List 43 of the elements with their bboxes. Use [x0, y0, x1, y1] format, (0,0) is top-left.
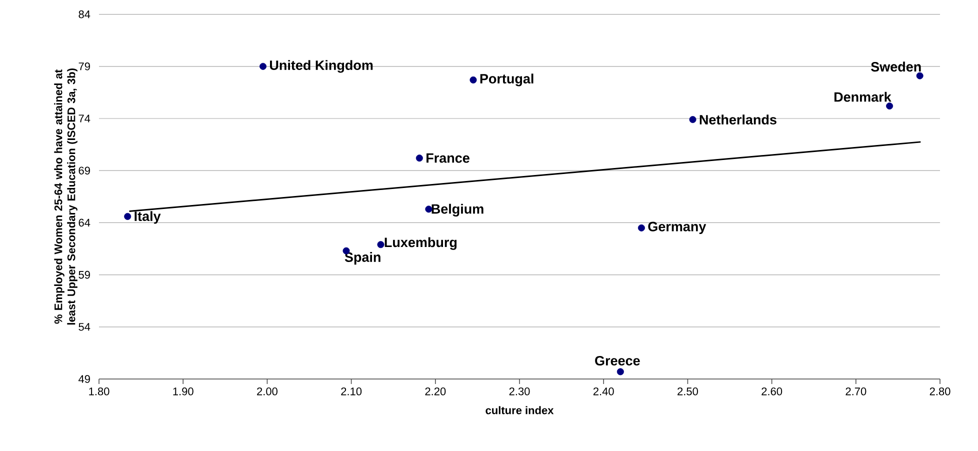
x-tick-label: 2.60	[762, 388, 782, 396]
x-tick-label: 1.90	[173, 388, 194, 396]
x-tick-label: 2.00	[257, 388, 278, 396]
y-tick-label: 54	[78, 323, 90, 331]
x-tick-label: 2.80	[930, 388, 950, 396]
annotation: Spain	[344, 252, 380, 265]
point	[616, 368, 624, 376]
x-axis-title: culture index	[486, 406, 554, 414]
y-axis-title: % Employed Women 25-64 who have attained at least Upper Secondary Education (ISCED 3a, 3b)	[54, 68, 78, 325]
point	[259, 62, 266, 70]
y-tick-label: 59	[78, 270, 90, 279]
point	[689, 116, 696, 124]
annotation: United Kingdom	[270, 60, 373, 73]
y-tick-label: 74	[78, 114, 90, 122]
x-tick-label: 2.50	[678, 388, 698, 396]
annotation: Germany	[648, 222, 706, 234]
x-tick-label: 2.20	[425, 388, 446, 396]
x-tick-label: 2.10	[341, 388, 362, 396]
x-tick-label: 2.40	[593, 388, 614, 396]
point	[638, 224, 645, 232]
y-tick-label: 69	[78, 166, 90, 174]
point	[886, 102, 894, 110]
y-tick-label: 49	[78, 375, 90, 383]
annotation: Sweden	[871, 62, 921, 72]
annotation: Denmark	[834, 92, 892, 102]
point	[916, 72, 924, 80]
point	[470, 76, 477, 84]
annotation: Belgium	[432, 204, 484, 216]
point	[377, 241, 384, 248]
x-tick-label: 1.80	[89, 388, 110, 396]
point	[124, 212, 132, 220]
y-tick-label: 64	[78, 218, 90, 227]
annotation: Greece	[595, 356, 640, 366]
annotation: Portugal	[480, 74, 534, 86]
annotation: Italy	[134, 211, 161, 224]
y-tick-label: 84	[78, 10, 90, 18]
x-tick-label: 2.70	[846, 388, 866, 396]
x-tick-label: 2.30	[509, 388, 530, 396]
annotation: Luxemburg	[384, 237, 457, 250]
annotation: France	[426, 153, 470, 163]
y-tick-label: 79	[78, 62, 90, 70]
point	[416, 154, 423, 162]
annotation: Netherlands	[700, 114, 776, 124]
